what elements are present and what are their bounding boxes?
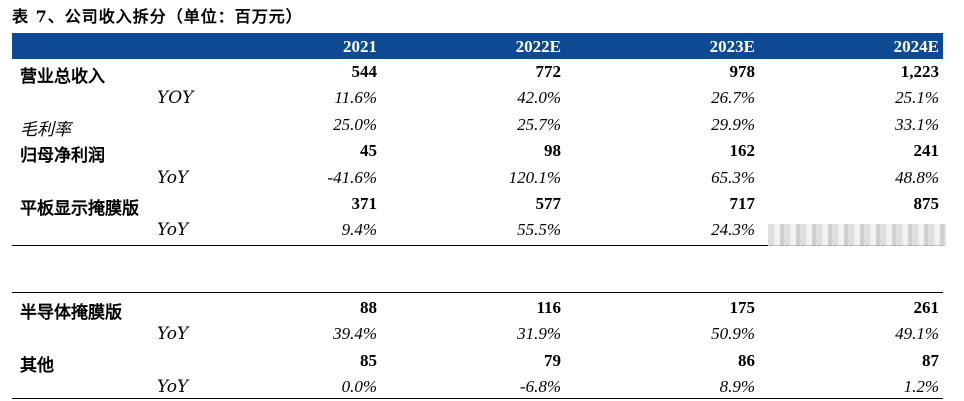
table-row: YoY 0.0% -6.8% 8.9% 1.2% (12, 374, 943, 401)
table-divider-2 (12, 292, 943, 293)
row-label: 归母净利润 (20, 146, 105, 167)
cell-value: 65.3% (711, 167, 755, 187)
cell-value: 79 (544, 350, 561, 370)
cell-value: 8.9% (719, 377, 755, 397)
cell-value: 0.0% (341, 377, 377, 397)
cell-value: 116 (536, 298, 561, 317)
cell-value: 544 (351, 62, 378, 81)
cell-value: 24.3% (711, 220, 755, 240)
cell-value: 1.2% (903, 377, 939, 397)
table-row: 半导体掩膜版 88 116 175 261 (12, 295, 943, 323)
cell-value: 577 (535, 194, 562, 213)
cell-value: 87 (922, 350, 939, 370)
row-label: 毛利率 (20, 119, 71, 140)
cell-value: 25.1% (895, 88, 939, 108)
row-label: 营业总收入 (20, 67, 105, 87)
table-header: 2021 2022E 2023E 2024E (12, 33, 943, 59)
cell-value: 45 (360, 141, 377, 161)
row-label: YoY (157, 324, 189, 345)
row-label: YOY (157, 88, 194, 109)
table-row: 平板显示掩膜版 371 577 717 875 (12, 191, 943, 219)
cell-value: -41.6% (327, 167, 377, 187)
table-title: 表 7、公司收入拆分（单位：百万元） (12, 7, 303, 26)
row-label: YoY (157, 377, 189, 398)
cell-value: 25.7% (517, 114, 561, 134)
header-2023e: 2023E (709, 37, 755, 56)
cell-value: 85 (360, 350, 377, 370)
header-2021: 2021 (343, 37, 377, 56)
cell-value: 31.9% (517, 324, 561, 344)
cell-value: 9.4% (341, 220, 377, 240)
cell-value: 42.0% (517, 88, 561, 108)
cell-value: 98 (544, 141, 561, 161)
cell-value: 875 (913, 194, 940, 213)
cell-value: 241 (913, 141, 940, 161)
cell-value: 39.4% (333, 324, 377, 344)
row-label: 平板显示掩膜版 (20, 199, 139, 219)
cell-value: 50.9% (711, 324, 755, 344)
header-2024e: 2024E (893, 37, 939, 56)
row-label: YoY (157, 220, 189, 241)
table-bottom-rule (12, 398, 943, 399)
cell-value: 33.1% (895, 114, 939, 134)
table-row: 归母净利润 45 98 162 241 (12, 138, 943, 167)
blurred-watermark (768, 224, 946, 246)
row-label: 半导体掩膜版 (20, 303, 122, 323)
cell-value: 772 (535, 62, 562, 81)
cell-value: 1,223 (900, 62, 939, 81)
table-row: YOY 11.6% 42.0% 26.7% 25.1% (12, 85, 943, 112)
cell-value: 261 (913, 298, 940, 317)
cell-value: 26.7% (711, 88, 755, 108)
row-label: YoY (157, 167, 189, 188)
cell-value: 978 (729, 62, 756, 81)
table-row: 营业总收入 544 772 978 1,223 (12, 59, 943, 87)
cell-value: 11.6% (334, 88, 377, 108)
table-row: 毛利率 25.0% 25.7% 29.9% 33.1% (12, 112, 943, 140)
cell-value: 120.1% (508, 167, 561, 187)
cell-value: 49.1% (895, 324, 939, 344)
table-row: YoY -41.6% 120.1% 65.3% 48.8% (12, 165, 943, 192)
cell-value: 88 (360, 298, 377, 317)
cell-value: 86 (738, 350, 755, 370)
cell-value: 48.8% (895, 167, 939, 187)
table-divider (12, 245, 943, 246)
cell-value: 29.9% (711, 114, 755, 134)
cell-value: 55.5% (517, 220, 561, 240)
cell-value: -6.8% (519, 377, 561, 397)
cell-value: 717 (729, 194, 756, 213)
table-row: 其他 85 79 86 87 (12, 348, 943, 376)
cell-value: 162 (729, 141, 756, 161)
header-2022e: 2022E (515, 37, 561, 56)
row-label: 其他 (20, 355, 54, 376)
table-row: YoY 39.4% 31.9% 50.9% 49.1% (12, 321, 943, 348)
table-row: YoY 9.4% 55.5% 24.3% (12, 217, 943, 244)
cell-value: 25.0% (333, 114, 377, 134)
cell-value: 175 (729, 298, 756, 317)
cell-value: 371 (351, 194, 378, 213)
